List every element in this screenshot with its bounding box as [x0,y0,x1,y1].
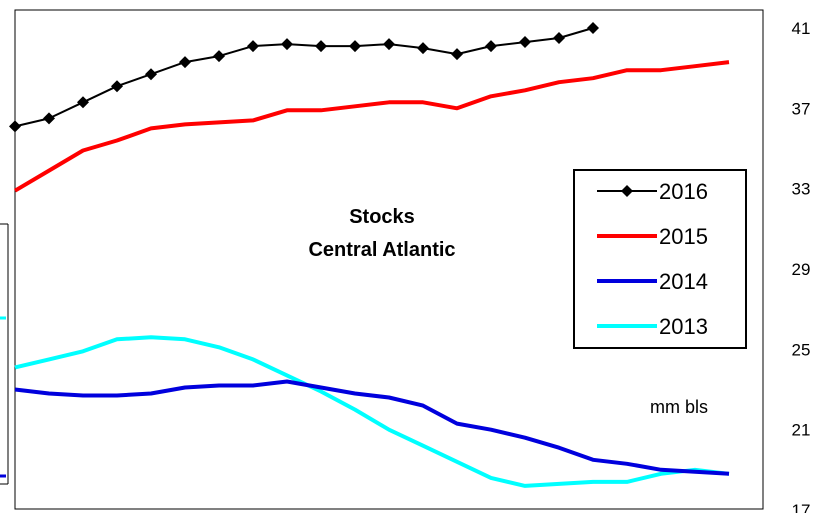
legend-box [573,169,747,349]
legend-label-2014: 2014 [659,269,708,294]
data-point-2016 [485,40,497,53]
series-line-2016 [14,27,594,128]
legend-label-2015: 2015 [659,224,708,249]
data-point-2016 [349,40,361,53]
data-point-2016 [383,38,395,51]
data-point-2016 [451,48,463,61]
data-point-2016 [77,96,89,109]
data-point-2016 [281,38,293,51]
legend: 2016 2015 2014 2013 [573,169,747,349]
data-point-2016 [417,42,429,55]
data-point-2016 [111,80,123,93]
data-point-2016 [247,40,259,53]
series-line-2013 [14,335,730,488]
y-tick-label: 17 [792,501,811,513]
data-point-2016 [315,40,327,53]
data-point-2016 [43,112,55,125]
data-point-2016 [519,36,531,49]
data-point-2016 [9,120,21,133]
data-point-2016 [213,50,225,63]
chart-title-line-1: Stocks [349,206,415,228]
adjacent-chart-fragment [0,223,9,485]
unit-label: mm bls [650,397,708,417]
data-point-2016 [145,68,157,81]
y-tick-label: 21 [792,421,811,440]
y-tick-label: 41 [792,19,811,38]
series-line-2014 [14,379,730,476]
chart-title-line-2: Central Atlantic [308,239,455,261]
y-tick-label: 37 [792,99,811,118]
y-tick-label: 25 [792,340,811,359]
legend-label-2013: 2013 [659,314,708,339]
legend-label-2016: 2016 [659,179,708,204]
data-point-2016 [587,22,599,34]
y-tick-label: 29 [792,260,811,279]
series-line-2015 [13,60,730,193]
legend-marker-2016 [621,185,633,197]
data-point-2016 [553,32,565,45]
y-tick-label: 33 [792,180,811,199]
data-point-2016 [179,56,191,69]
